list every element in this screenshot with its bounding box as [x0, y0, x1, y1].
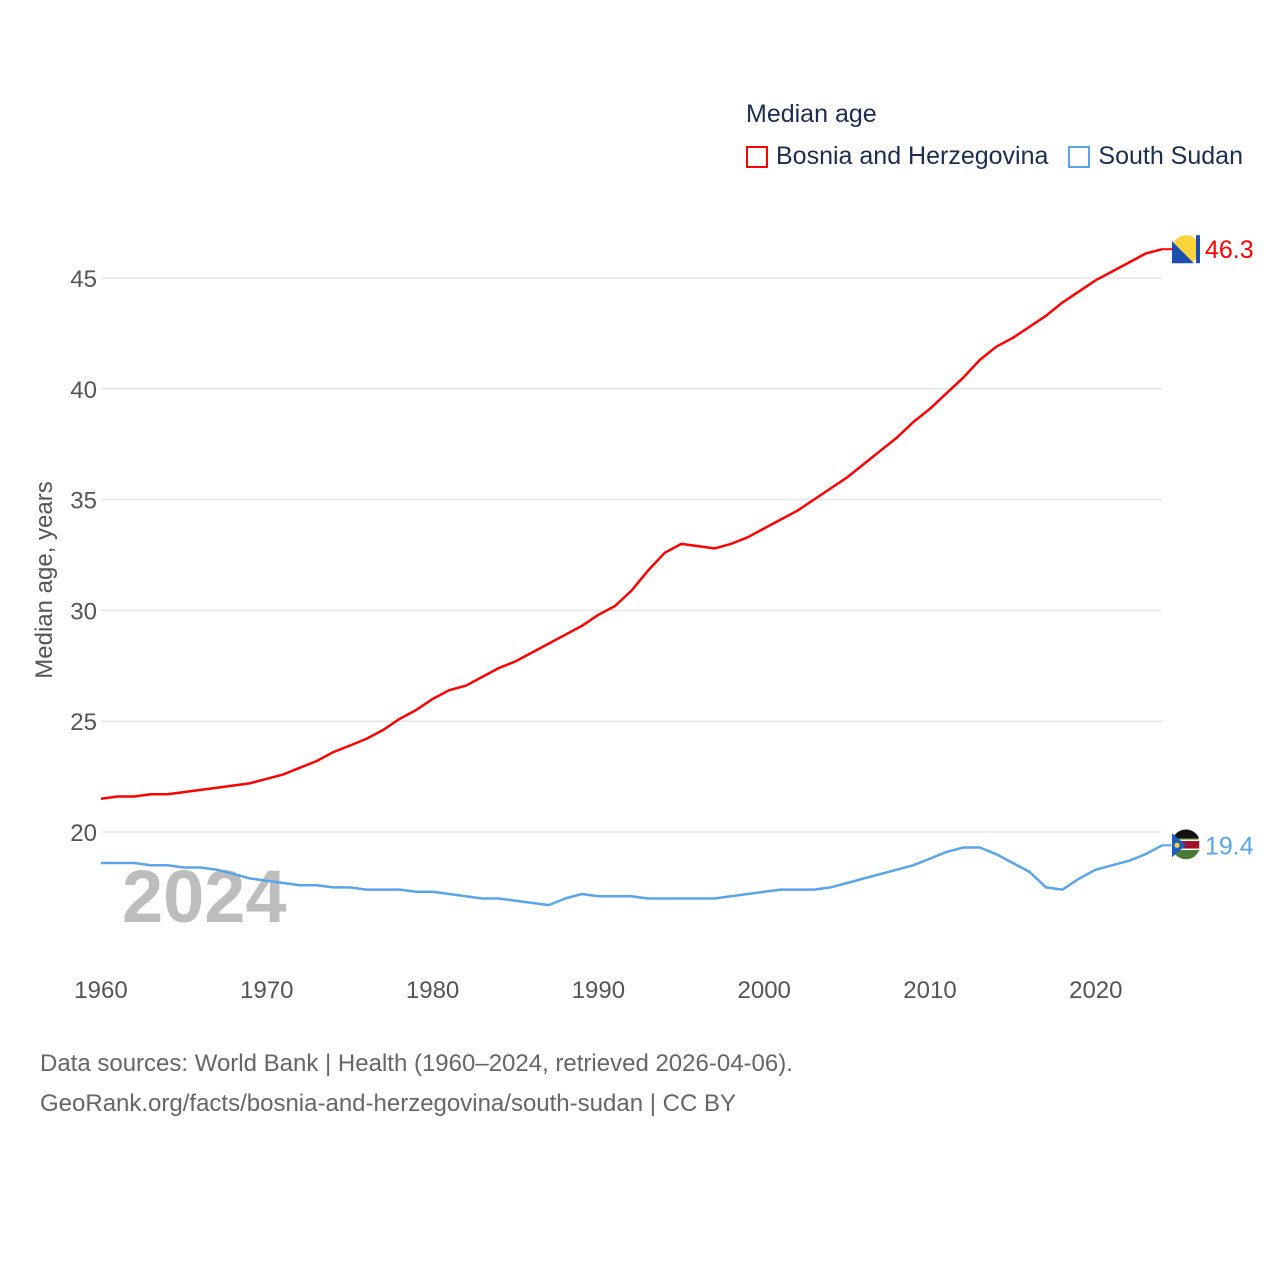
- x-tick-label: 2020: [1069, 977, 1122, 1004]
- footer: Data sources: World Bank | Health (1960–…: [40, 1044, 793, 1124]
- legend-label: Bosnia and Herzegovina: [776, 142, 1049, 170]
- legend-item-south-sudan[interactable]: South Sudan: [1068, 142, 1243, 171]
- y-tick-label: 30: [70, 598, 97, 625]
- flag-star: [1174, 842, 1180, 848]
- series-line-1: [101, 844, 1163, 907]
- bosnia-flag-stripe: [1196, 235, 1200, 264]
- y-tick-label: 20: [70, 820, 97, 847]
- source-link[interactable]: GeoRank.org/facts/bosnia-and-herzegovina…: [40, 1090, 736, 1117]
- series-line-0: [100, 247, 1163, 801]
- y-tick-label: 25: [70, 709, 97, 736]
- flag-black-band: [1173, 829, 1199, 839]
- y-tick-label: 45: [70, 266, 97, 293]
- legend-swatch-bosnia: [746, 145, 768, 168]
- legend: Bosnia and Herzegovina South Sudan: [746, 142, 1243, 171]
- x-tick-label: 2010: [903, 977, 956, 1004]
- legend-label: South Sudan: [1098, 142, 1243, 170]
- x-tick-label: 1960: [74, 977, 127, 1004]
- y-tick-label: 35: [70, 488, 97, 515]
- legend-item-bosnia[interactable]: Bosnia and Herzegovina: [746, 142, 1048, 171]
- x-tick-label: 2000: [738, 977, 791, 1004]
- legend-swatch-south-sudan: [1068, 145, 1091, 168]
- end-value-label: 19.4: [1205, 832, 1254, 860]
- data-sources: Data sources: World Bank | Health (1960–…: [40, 1050, 793, 1077]
- y-tick-label: 40: [70, 377, 97, 404]
- legend-title: Median age: [746, 100, 877, 128]
- end-value-label: 46.3: [1205, 236, 1254, 264]
- x-tick-label: 1970: [240, 977, 293, 1004]
- x-tick-label: 1980: [406, 977, 459, 1004]
- y-axis-label: Median age, years: [31, 481, 58, 678]
- bosnia-flag-triangle: [1172, 241, 1194, 264]
- x-tick-label: 1990: [572, 977, 625, 1004]
